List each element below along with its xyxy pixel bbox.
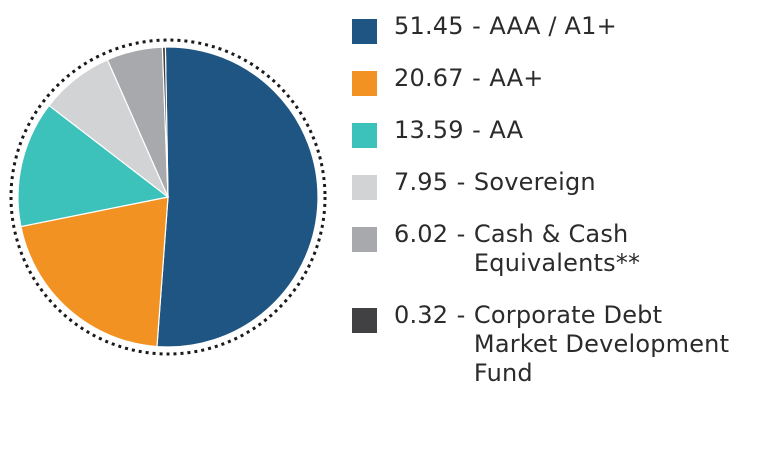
legend-item: 0.32- Corporate Debt Market Development F… (352, 301, 729, 388)
legend-label: AAA / A1+ (489, 12, 617, 40)
legend-item: 13.59- AA (352, 116, 523, 148)
legend-text: 51.45- AAA / A1+ (394, 12, 617, 41)
legend-item: 51.45- AAA / A1+ (352, 12, 617, 44)
legend-text: 20.67- AA+ (394, 64, 544, 93)
legend-text: 0.32- Corporate Debt Market Development F… (394, 301, 729, 388)
pie-plot (9, 38, 327, 356)
legend-label: AA (489, 116, 524, 144)
legend-text: 13.59- AA (394, 116, 523, 145)
legend-swatch (352, 71, 377, 96)
legend-item: 20.67- AA+ (352, 64, 544, 96)
legend-label: Corporate Debt Market Development Fund (473, 301, 730, 387)
pie-dotted-border (9, 38, 327, 356)
legend-value: 20.67 (394, 64, 464, 92)
legend-swatch (352, 19, 377, 44)
legend-swatch (352, 227, 377, 252)
legend-value: 13.59 (394, 116, 464, 144)
legend-item: 7.95- Sovereign (352, 168, 596, 200)
pie-slice-1 (20, 196, 169, 348)
legend-value: 7.95 (394, 168, 449, 196)
legend-separator: - (456, 168, 466, 196)
legend-swatch (352, 175, 377, 200)
legend-value: 51.45 (394, 12, 464, 40)
legend-separator: - (456, 220, 466, 248)
legend-separator: - (456, 301, 466, 329)
pie-slices (17, 46, 319, 348)
legend-separator: - (472, 64, 481, 92)
legend-separator: - (472, 116, 481, 144)
pie-slice-0 (156, 46, 319, 348)
legend-value: 0.32 (394, 301, 449, 329)
legend-label: Cash & Cash Equivalents** (473, 220, 641, 277)
legend-item: 6.02- Cash & Cash Equivalents** (352, 220, 640, 278)
legend-separator: - (472, 12, 481, 40)
legend-value: 6.02 (394, 220, 449, 248)
pie-slice-5 (161, 46, 169, 198)
legend-text: 6.02- Cash & Cash Equivalents** (394, 220, 640, 278)
legend-swatch (352, 123, 377, 148)
legend-swatch (352, 308, 377, 333)
legend-text: 7.95- Sovereign (394, 168, 596, 197)
pie-slice-2 (17, 104, 170, 228)
legend-label: Sovereign (473, 168, 596, 196)
legend-label: AA+ (489, 64, 544, 92)
